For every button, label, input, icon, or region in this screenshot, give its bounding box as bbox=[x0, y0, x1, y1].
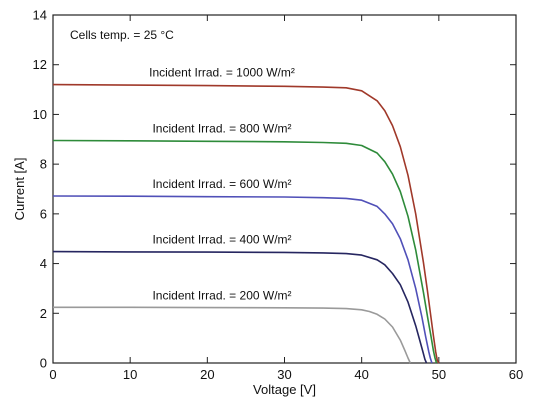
series-label: Incident Irrad. = 1000 W/m² bbox=[149, 66, 295, 80]
series-label: Incident Irrad. = 800 W/m² bbox=[152, 122, 291, 136]
series-line bbox=[53, 306, 412, 364]
y-tick-label: 0 bbox=[40, 356, 47, 371]
y-axis-label: Current [A] bbox=[12, 158, 27, 221]
y-axis: 0 2 4 6 8 10 12 14 bbox=[33, 8, 516, 371]
x-tick-label: 30 bbox=[277, 367, 291, 382]
series-labels: Incident Irrad. = 1000 W/m² Incident Irra… bbox=[149, 66, 295, 303]
series-label: Incident Irrad. = 200 W/m² bbox=[152, 288, 291, 302]
cells-temp-annotation: Cells temp. = 25 °C bbox=[70, 28, 174, 42]
series-line bbox=[52, 250, 428, 364]
series-line bbox=[52, 195, 433, 364]
y-tick-label: 2 bbox=[40, 306, 47, 321]
y-tick-label: 12 bbox=[33, 57, 47, 72]
y-tick-label: 6 bbox=[40, 206, 47, 221]
x-axis: 0 10 20 30 40 50 60 bbox=[49, 15, 523, 382]
y-tick-label: 10 bbox=[33, 107, 47, 122]
y-tick-label: 8 bbox=[40, 157, 47, 172]
x-tick-label: 50 bbox=[432, 367, 446, 382]
x-tick-label: 10 bbox=[123, 367, 137, 382]
x-tick-label: 60 bbox=[509, 367, 523, 382]
y-tick-label: 14 bbox=[33, 8, 47, 23]
series-line bbox=[52, 139, 438, 364]
series-line bbox=[52, 83, 440, 364]
x-tick-label: 40 bbox=[354, 367, 368, 382]
x-tick-label: 0 bbox=[49, 367, 56, 382]
x-tick-label: 20 bbox=[200, 367, 214, 382]
y-tick-label: 4 bbox=[40, 256, 47, 271]
series-group bbox=[52, 83, 440, 364]
series-label: Incident Irrad. = 400 W/m² bbox=[152, 233, 291, 247]
series-label: Incident Irrad. = 600 W/m² bbox=[152, 177, 291, 191]
x-axis-label: Voltage [V] bbox=[253, 382, 316, 397]
